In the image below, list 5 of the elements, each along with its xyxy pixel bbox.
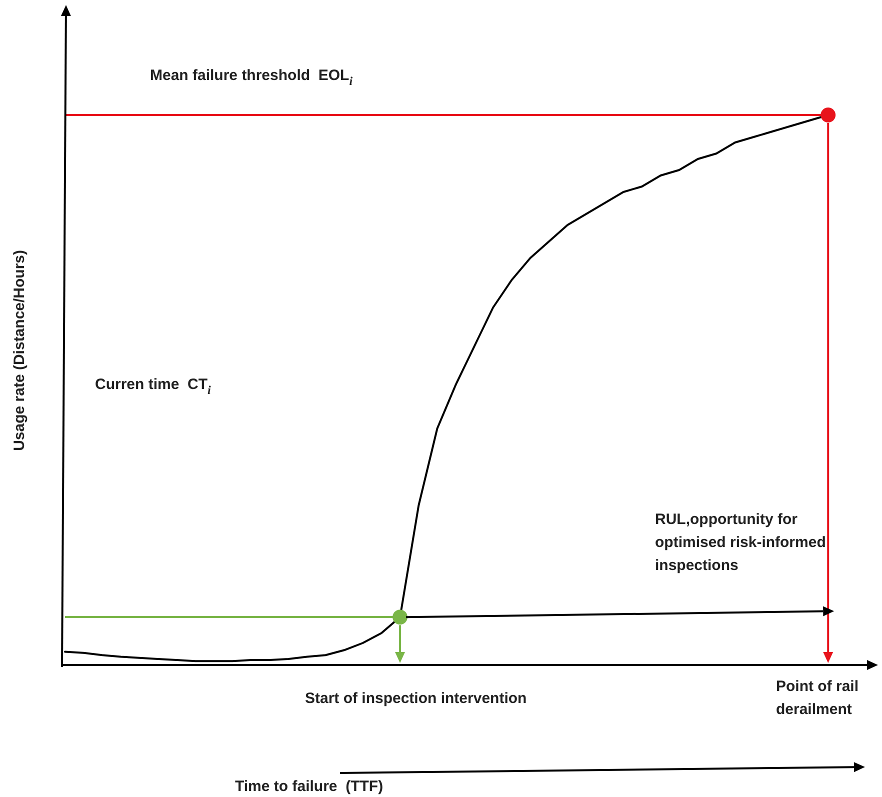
- y-axis-title: Usage rate (Distance/Hours): [11, 250, 28, 451]
- text: Point of rail derailment: [776, 678, 858, 718]
- text: Start of inspection intervention: [305, 690, 527, 707]
- annotation: RUL,opportunity for optimised risk-informed inspections: [655, 511, 826, 574]
- text: Time to failure (TTF): [235, 778, 384, 795]
